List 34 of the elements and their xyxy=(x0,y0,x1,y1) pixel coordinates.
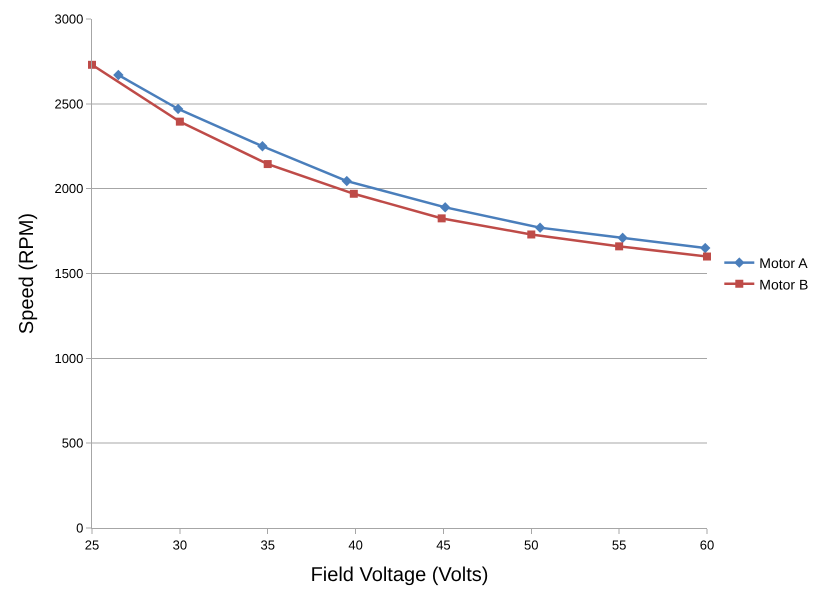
x-tick-label: 60 xyxy=(700,538,714,553)
x-tick-label: 30 xyxy=(172,538,188,553)
point xyxy=(264,160,272,168)
y-tick-label: 2000 xyxy=(54,181,84,196)
x-tick-label: 55 xyxy=(612,538,626,553)
point xyxy=(615,242,624,250)
point xyxy=(438,214,446,222)
x-tick-label: 45 xyxy=(436,538,451,553)
point xyxy=(257,141,268,152)
point xyxy=(440,202,450,213)
point xyxy=(176,118,184,126)
point xyxy=(527,230,536,238)
point xyxy=(172,104,184,114)
legend-label: Motor B xyxy=(759,276,808,292)
point xyxy=(534,222,546,233)
y-tick-label: 500 xyxy=(62,436,84,451)
y-axis-title: Speed (RPM) xyxy=(16,212,38,334)
y-tick-label: 3000 xyxy=(54,12,84,27)
y-tick-label: 1500 xyxy=(54,266,84,282)
x-tick-label: 25 xyxy=(84,538,100,553)
point xyxy=(342,176,352,186)
y-tick-label: 2500 xyxy=(54,96,84,112)
legend-label: Motor A xyxy=(759,255,808,272)
y-tick-label: 1000 xyxy=(54,350,84,366)
point xyxy=(113,70,124,80)
y-tick-label: 0 xyxy=(76,520,84,536)
point xyxy=(617,232,628,244)
point xyxy=(700,242,710,254)
point xyxy=(703,252,711,261)
x-tick-label: 50 xyxy=(524,538,539,553)
x-tick-label: 40 xyxy=(348,538,363,553)
point xyxy=(350,190,358,198)
x-axis-title: Field Voltage (Volts) xyxy=(310,564,488,586)
x-tick-label: 35 xyxy=(260,538,275,553)
